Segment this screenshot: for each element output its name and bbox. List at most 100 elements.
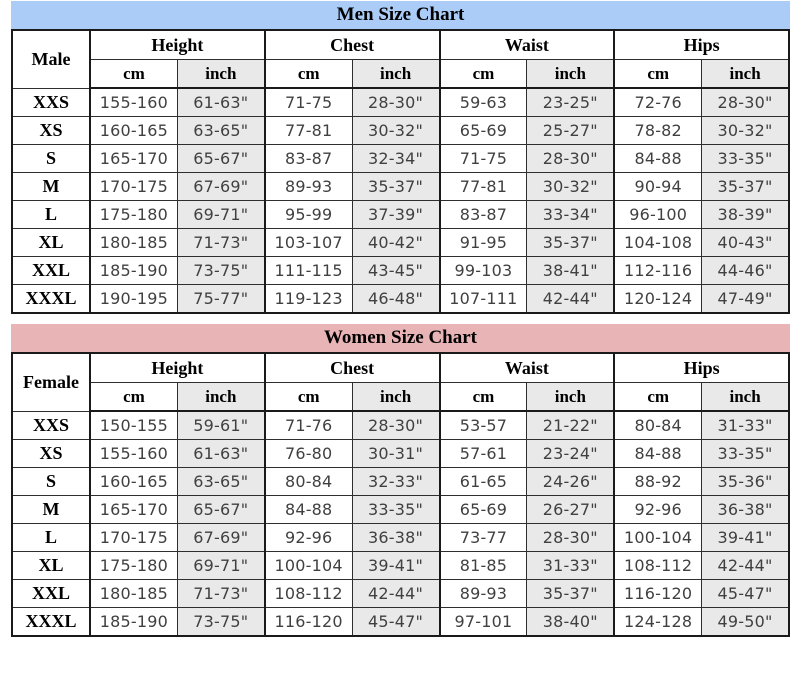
measurement-cell: 84-88 bbox=[613, 144, 703, 173]
measurement-cell: 83-87 bbox=[263, 144, 353, 173]
measurement-cell: 23-24" bbox=[526, 439, 615, 468]
measurement-cell: 108-112 bbox=[613, 551, 703, 580]
measurement-cell: 23-25" bbox=[526, 87, 615, 117]
table-row: XS 155-160 61-63" 76-80 30-31" 57-61 23-24" 84-… bbox=[11, 439, 790, 468]
measurement-cell: 65-67" bbox=[176, 495, 266, 524]
size-label: L bbox=[11, 523, 91, 552]
table-row: S 165-170 65-67" 83-87 32-34" 71-75 28-30" 84-8… bbox=[11, 144, 790, 173]
measurement-cell: 97-101 bbox=[438, 607, 528, 637]
measurement-cell: 33-35" bbox=[351, 495, 441, 524]
men-waist-header: Waist bbox=[438, 29, 615, 60]
measurement-cell: 26-27" bbox=[526, 495, 615, 524]
women-height-inch-header: inch bbox=[176, 382, 266, 412]
measurement-cell: 119-123 bbox=[263, 284, 353, 314]
men-table-body: XXS 155-160 61-63" 71-75 28-30" 59-63 23-25" 72… bbox=[11, 87, 790, 314]
measurement-cell: 36-38" bbox=[701, 495, 790, 524]
measurement-cell: 61-63" bbox=[176, 439, 266, 468]
measurement-cell: 80-84 bbox=[613, 410, 703, 440]
women-unit-header-row: cm inch cm inch cm inch cm inch bbox=[12, 382, 790, 412]
measurement-cell: 155-160 bbox=[88, 439, 178, 468]
size-label: XXS bbox=[11, 87, 91, 117]
measurement-cell: 35-37" bbox=[351, 172, 441, 201]
measurement-cell: 107-111 bbox=[438, 284, 528, 314]
measurement-cell: 99-103 bbox=[438, 256, 528, 285]
size-label: M bbox=[11, 495, 91, 524]
measurement-cell: 73-75" bbox=[176, 256, 266, 285]
measurement-cell: 71-73" bbox=[176, 228, 266, 257]
men-group-header-row: Male Height Chest Waist Hips bbox=[11, 29, 790, 89]
measurement-cell: 89-93 bbox=[438, 579, 528, 608]
size-label: XXS bbox=[11, 410, 91, 440]
measurement-cell: 53-57 bbox=[438, 410, 528, 440]
table-row: XL 175-180 69-71" 100-104 39-41" 81-85 31-33" 1… bbox=[11, 551, 790, 580]
measurement-cell: 49-50" bbox=[701, 607, 790, 637]
measurement-cell: 37-39" bbox=[351, 200, 441, 229]
measurement-cell: 170-175 bbox=[88, 523, 178, 552]
measurement-cell: 45-47" bbox=[701, 579, 790, 608]
measurement-cell: 185-190 bbox=[88, 256, 178, 285]
table-row: S 160-165 63-65" 80-84 32-33" 61-65 24-26" 88-9… bbox=[11, 467, 790, 496]
measurement-cell: 175-180 bbox=[88, 200, 178, 229]
measurement-cell: 96-100 bbox=[613, 200, 703, 229]
measurement-cell: 92-96 bbox=[613, 495, 703, 524]
measurement-cell: 104-108 bbox=[613, 228, 703, 257]
women-height-header: Height bbox=[89, 352, 266, 383]
measurement-cell: 59-63 bbox=[438, 87, 528, 117]
measurement-cell: 160-165 bbox=[88, 116, 178, 145]
measurement-cell: 38-40" bbox=[526, 607, 615, 637]
measurement-cell: 78-82 bbox=[613, 116, 703, 145]
measurement-cell: 45-47" bbox=[351, 607, 441, 637]
measurement-cell: 71-76 bbox=[263, 410, 353, 440]
measurement-cell: 32-33" bbox=[351, 467, 441, 496]
measurement-cell: 61-63" bbox=[176, 87, 266, 117]
measurement-cell: 75-77" bbox=[176, 284, 266, 314]
women-chest-inch-header: inch bbox=[351, 382, 441, 412]
measurement-cell: 77-81 bbox=[438, 172, 528, 201]
measurement-cell: 59-61" bbox=[176, 410, 266, 440]
measurement-cell: 28-30" bbox=[526, 523, 615, 552]
women-size-chart-section: Women Size Chart Female Height Chest Wai… bbox=[11, 324, 790, 637]
men-chest-header: Chest bbox=[263, 29, 440, 60]
measurement-cell: 28-30" bbox=[351, 87, 441, 117]
measurement-cell: 160-165 bbox=[88, 467, 178, 496]
table-row: L 175-180 69-71" 95-99 37-39" 83-87 33-34" 96-1… bbox=[11, 200, 790, 229]
size-label: XXXL bbox=[11, 284, 91, 314]
size-label: XS bbox=[11, 439, 91, 468]
women-chart-title: Women Size Chart bbox=[11, 324, 790, 352]
measurement-cell: 100-104 bbox=[263, 551, 353, 580]
size-label: S bbox=[11, 467, 91, 496]
measurement-cell: 46-48" bbox=[351, 284, 441, 314]
measurement-cell: 73-77 bbox=[438, 523, 528, 552]
men-height-header: Height bbox=[89, 29, 266, 60]
men-hips-cm-header: cm bbox=[613, 59, 703, 89]
women-size-table: Female Height Chest Waist Hips cm inch c… bbox=[11, 352, 790, 637]
table-row: XXXL 185-190 73-75" 116-120 45-47" 97-101 38-4… bbox=[11, 607, 790, 637]
men-chest-cm-header: cm bbox=[263, 59, 353, 89]
women-hips-inch-header: inch bbox=[701, 382, 790, 412]
measurement-cell: 36-38" bbox=[351, 523, 441, 552]
men-chest-inch-header: inch bbox=[351, 59, 441, 89]
measurement-cell: 33-35" bbox=[701, 439, 790, 468]
measurement-cell: 35-37" bbox=[701, 172, 790, 201]
measurement-cell: 88-92 bbox=[613, 467, 703, 496]
women-group-header-row: Female Height Chest Waist Hips bbox=[11, 352, 790, 412]
measurement-cell: 71-75 bbox=[438, 144, 528, 173]
measurement-cell: 25-27" bbox=[526, 116, 615, 145]
measurement-cell: 155-160 bbox=[88, 87, 178, 117]
measurement-cell: 42-44" bbox=[526, 284, 615, 314]
measurement-cell: 190-195 bbox=[88, 284, 178, 314]
measurement-cell: 65-69 bbox=[438, 495, 528, 524]
men-gender-header: Male bbox=[11, 29, 91, 89]
measurement-cell: 108-112 bbox=[263, 579, 353, 608]
measurement-cell: 38-41" bbox=[526, 256, 615, 285]
measurement-cell: 65-67" bbox=[176, 144, 266, 173]
size-label: XXL bbox=[11, 579, 91, 608]
measurement-cell: 116-120 bbox=[263, 607, 353, 637]
measurement-cell: 170-175 bbox=[88, 172, 178, 201]
measurement-cell: 43-45" bbox=[351, 256, 441, 285]
size-label: XXXL bbox=[11, 607, 91, 637]
measurement-cell: 111-115 bbox=[263, 256, 353, 285]
women-chest-cm-header: cm bbox=[263, 382, 353, 412]
women-waist-inch-header: inch bbox=[526, 382, 615, 412]
measurement-cell: 30-31" bbox=[351, 439, 441, 468]
